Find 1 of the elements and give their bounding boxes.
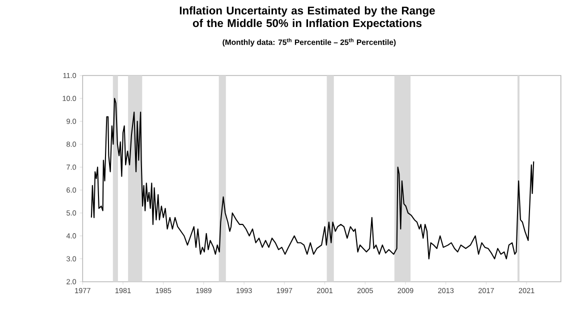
chart-title: Inflation Uncertainty as Estimated by the Range of the Middle 50% in Inflation Expectations [180,6,435,30]
